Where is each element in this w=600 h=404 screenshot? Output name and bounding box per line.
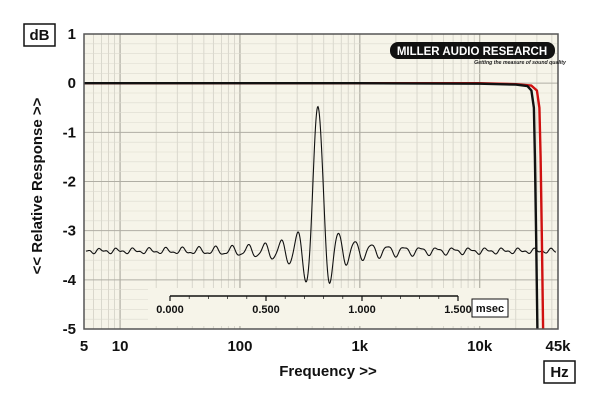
y-tick-label: -2	[63, 174, 76, 191]
plot-frame	[83, 33, 559, 330]
impulse-inset: 0.000 0.500 1.000 1.500 msec	[85, 105, 557, 326]
inset-tick-label: 0.000	[156, 304, 184, 316]
y-tick-label: -3	[63, 223, 76, 240]
impulse-trace	[85, 105, 557, 285]
inset-tick-label: 0.500	[252, 304, 280, 316]
inset-unit-box	[471, 298, 509, 318]
x-tick-label: 1k	[351, 338, 368, 355]
inset-panel	[148, 288, 510, 326]
y-axis-ticks: 1 0 -1 -2 -3 -4 -5	[63, 26, 77, 338]
svg-text:Getting the measure of sound q: Getting the measure of sound quality	[474, 60, 567, 66]
x-axis-ticks: 5 10 100 1k 10k 45k	[80, 338, 571, 355]
x-unit-label: Hz	[550, 364, 568, 381]
series-layer	[84, 81, 545, 330]
x-tick-label: 100	[227, 338, 252, 355]
svg-text:MILLER AUDIO RESEARCH: MILLER AUDIO RESEARCH	[397, 46, 547, 58]
x-tick-label: 10k	[467, 338, 493, 355]
y-tick-label: -4	[63, 272, 77, 289]
inset-tick-label: 1.000	[348, 304, 376, 316]
series-line-1	[84, 81, 539, 330]
inset-unit-label: msec	[476, 303, 504, 315]
y-tick-label: 1	[68, 26, 76, 43]
y-unit-label: dB	[30, 27, 50, 44]
inset-tick-label: 1.500	[444, 304, 472, 316]
x-tick-label: 10	[112, 338, 129, 355]
y-tick-label: 0	[68, 75, 76, 92]
y-unit-box	[23, 23, 56, 47]
y-tick-label: -1	[63, 124, 76, 141]
x-axis-title: Frequency >>	[279, 363, 377, 380]
x-tick-label: 45k	[545, 338, 571, 355]
y-tick-label: -5	[63, 321, 76, 338]
y-axis-title: << Relative Response >>	[29, 97, 46, 274]
inset-ticks: 0.000 0.500 1.000 1.500	[156, 296, 472, 316]
x-unit-box	[543, 360, 576, 384]
x-tick-label: 5	[80, 338, 88, 355]
miller-audio-research-logo: MILLER AUDIO RESEARCH Getting the measur…	[390, 42, 567, 66]
